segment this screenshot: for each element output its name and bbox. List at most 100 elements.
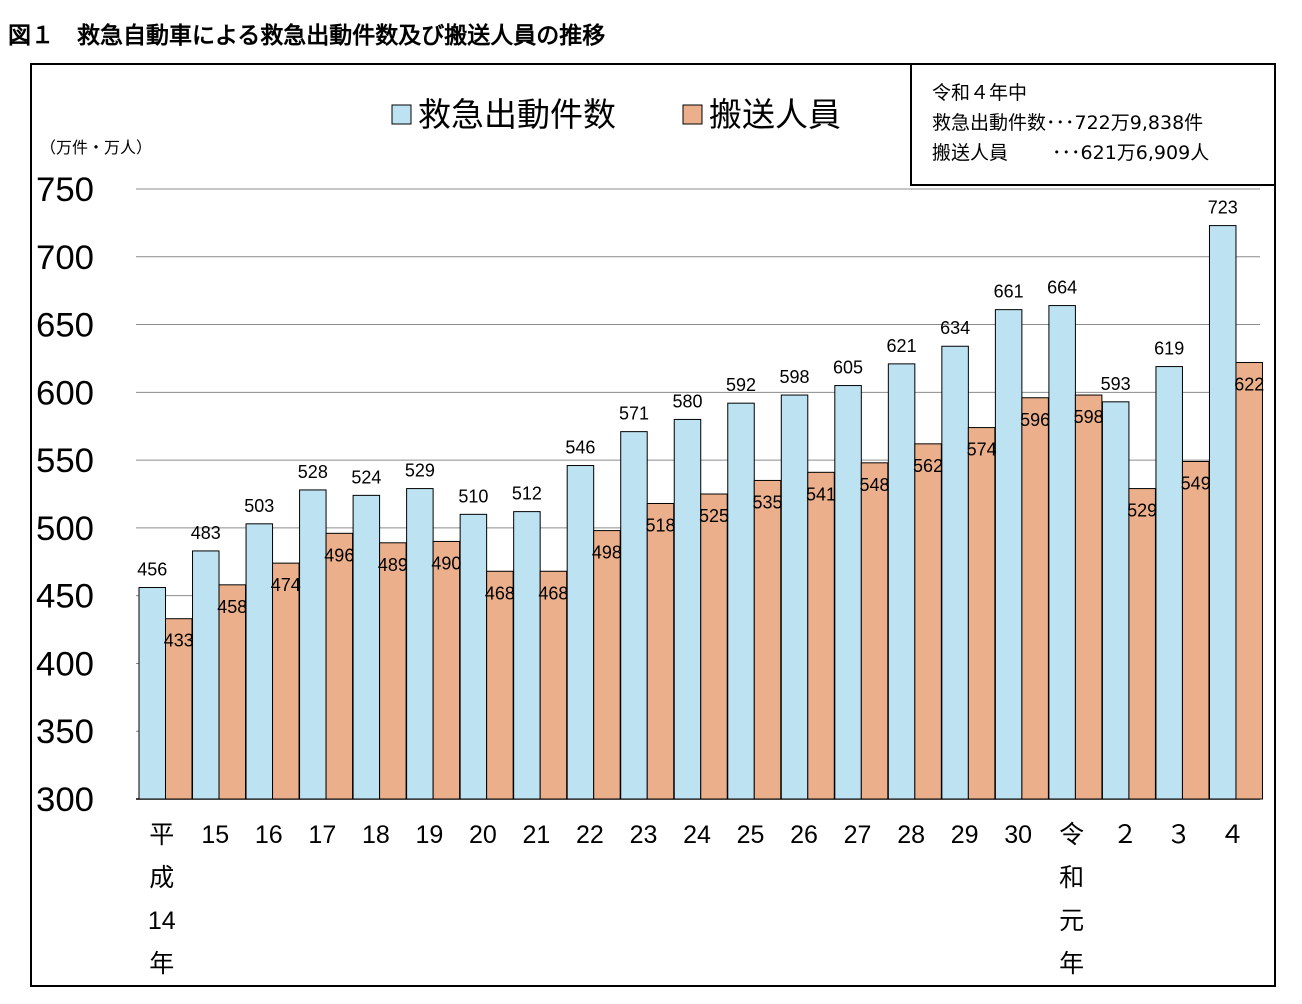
x-tick-label: 29: [951, 821, 979, 849]
transport-value-label: 518: [645, 515, 675, 535]
transport-bar: [486, 570, 514, 800]
figure-title: 図１ 救急自動車による救急出動件数及び搬送人員の推移: [8, 23, 606, 49]
dispatch-value-label: 571: [619, 404, 649, 424]
dispatch-value-label: 634: [940, 318, 970, 338]
transport-value-label: 541: [806, 484, 836, 504]
transport-value-label: 574: [967, 440, 997, 460]
transport-bar: [753, 479, 782, 800]
x-tick-label: 年: [149, 950, 174, 978]
x-tick-label: ２: [1113, 821, 1138, 849]
transport-bar: [539, 570, 568, 800]
x-tick-label: 元: [1059, 907, 1084, 935]
x-tick-label: 28: [897, 821, 925, 849]
transport-value-label: 525: [699, 506, 729, 526]
dispatch-value-label: 510: [458, 486, 488, 506]
y-tick-label: 550: [36, 442, 94, 480]
note-transport-count: 搬送人員 ･･･621万6,909人: [932, 142, 1210, 164]
dispatch-bar: [566, 465, 595, 800]
x-tick-label: 令: [1059, 821, 1084, 849]
y-tick-label: 700: [36, 239, 94, 277]
dispatch-value-label: 723: [1208, 198, 1238, 218]
dispatch-value-label: 483: [191, 523, 221, 543]
x-tick-label: 22: [576, 821, 604, 849]
dispatch-bar: [459, 513, 488, 800]
dispatch-bar: [887, 363, 916, 800]
x-tick-label: 24: [683, 821, 711, 849]
y-axis-unit-label: （万件・万人）: [40, 139, 152, 157]
transport-value-label: 596: [1020, 410, 1050, 430]
transport-value-label: 562: [913, 456, 943, 476]
dispatch-value-label: 619: [1154, 339, 1184, 359]
x-tick-label: 19: [415, 821, 443, 849]
transport-value-label: 433: [164, 631, 194, 651]
dispatch-bar: [513, 511, 541, 800]
transport-value-label: 489: [378, 555, 408, 575]
transport-value-label: 468: [538, 583, 568, 603]
transport-bar: [967, 427, 996, 800]
transport-value-label: 598: [1074, 407, 1104, 427]
transport-value-label: 468: [485, 583, 515, 603]
dispatch-value-label: 661: [994, 282, 1024, 302]
x-tick-label: 14: [148, 907, 176, 935]
dispatch-bar: [299, 489, 327, 800]
y-tick-label: 350: [36, 713, 94, 751]
dispatch-bar: [192, 550, 220, 800]
y-tick-label: 750: [36, 171, 94, 209]
dispatch-value-label: 524: [351, 467, 381, 487]
transport-value-label: 549: [1181, 473, 1211, 493]
transport-value-label: 458: [217, 597, 247, 617]
transport-bar: [807, 471, 835, 800]
x-tick-label: 25: [737, 821, 765, 849]
x-tick-label: 21: [523, 821, 551, 849]
x-tick-label: 年: [1059, 950, 1084, 978]
y-tick-label: 300: [36, 781, 94, 819]
dispatch-bar: [673, 418, 702, 800]
dispatch-value-label: 528: [298, 462, 328, 482]
x-tick-label: 平: [149, 821, 174, 849]
x-tick-label: 17: [308, 821, 336, 849]
legend-swatch: [391, 104, 412, 125]
chart-frame: 300 350 400 450 500 550 600 650 700 750 （万件・万人） 救急出…: [30, 63, 1276, 987]
dispatch-bar: [138, 587, 166, 800]
dispatch-value-label: 580: [672, 391, 702, 411]
transport-bar: [860, 462, 889, 800]
dispatch-bar: [352, 494, 381, 800]
y-tick-label: 400: [36, 645, 94, 683]
x-tick-label: 15: [201, 821, 229, 849]
summary-note-box: 令和４年中 救急出動件数･･･722万9,838件 搬送人員 ･･･621万6,…: [910, 63, 1276, 186]
dispatch-value-label: 529: [405, 461, 435, 481]
transport-bar: [218, 584, 247, 800]
dispatch-value-label: 456: [137, 560, 167, 580]
dispatch-bar: [1155, 366, 1183, 800]
transport-value-label: 498: [592, 543, 622, 563]
dispatch-bar: [1208, 225, 1237, 800]
transport-bar: [1074, 394, 1103, 800]
dispatch-value-label: 546: [565, 438, 595, 458]
transport-value-label: 622: [1234, 375, 1264, 395]
dispatch-bar: [780, 394, 809, 800]
legend-label: 搬送人員: [709, 96, 841, 133]
dispatch-bar: [727, 402, 755, 800]
transport-bar: [165, 618, 193, 800]
x-tick-label: 16: [255, 821, 283, 849]
x-tick-label: 和: [1059, 864, 1084, 892]
dispatch-bar: [1048, 305, 1076, 800]
x-tick-label: 27: [844, 821, 872, 849]
dispatch-bar: [620, 431, 648, 800]
transport-bar: [1235, 362, 1263, 800]
transport-bar: [325, 532, 354, 800]
dispatch-value-label: 592: [726, 375, 756, 395]
transport-bar: [593, 530, 621, 800]
legend-swatch: [682, 104, 703, 125]
dispatch-bar: [245, 523, 274, 800]
x-tick-label: 30: [1004, 821, 1032, 849]
x-tick-label: 20: [469, 821, 497, 849]
transport-bar: [1128, 488, 1156, 800]
legend-label: 救急出動件数: [418, 96, 616, 133]
transport-value-label: 548: [860, 475, 890, 495]
note-heading: 令和４年中: [932, 82, 1028, 104]
note-dispatch-count: 救急出動件数･･･722万9,838件: [932, 112, 1204, 134]
transport-bar: [1021, 397, 1049, 800]
transport-bar: [432, 540, 461, 800]
transport-bar: [646, 502, 675, 800]
